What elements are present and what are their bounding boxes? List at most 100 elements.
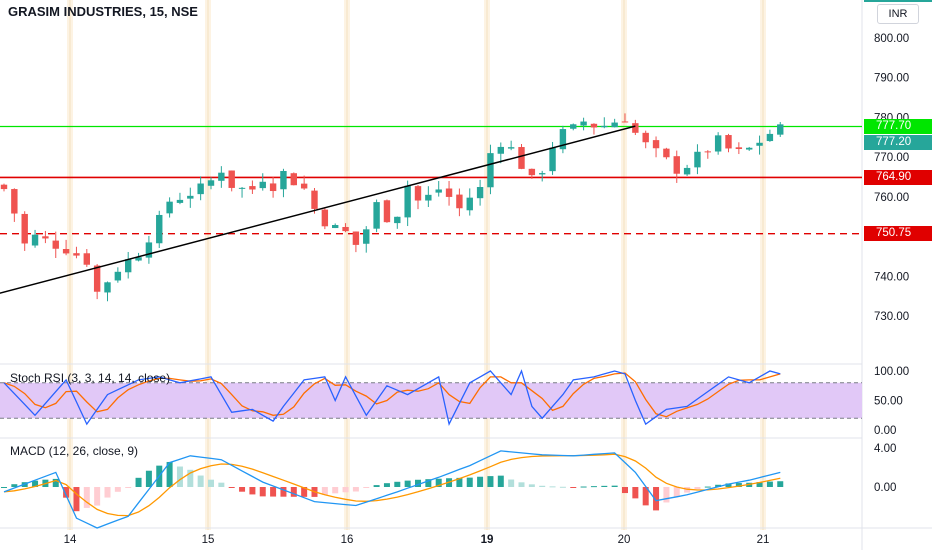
candle-body[interactable] — [507, 147, 515, 149]
candle-body[interactable] — [652, 140, 660, 149]
candle-body[interactable] — [166, 201, 173, 214]
candle-body[interactable] — [21, 213, 28, 244]
candle-body[interactable] — [280, 171, 287, 190]
trend-line[interactable] — [0, 125, 636, 307]
candle-body[interactable] — [207, 180, 215, 186]
candle-body[interactable] — [383, 200, 391, 223]
candle-body[interactable] — [31, 234, 39, 246]
candle-body[interactable] — [445, 188, 453, 197]
candle-body[interactable] — [197, 183, 204, 195]
candle-body[interactable] — [725, 135, 732, 149]
candle-body[interactable] — [373, 202, 380, 229]
stoch-rsi-label[interactable]: Stoch RSI (3, 3, 14, 14, close) — [10, 371, 171, 385]
macd-histogram-bar — [373, 485, 380, 487]
macd-tick-label: 0.00 — [874, 482, 896, 494]
macd-histogram-bar — [528, 484, 535, 487]
candle-body[interactable] — [125, 259, 132, 273]
candle-body[interactable] — [135, 257, 142, 261]
candle-body[interactable] — [269, 183, 277, 192]
candle-body[interactable] — [746, 147, 753, 150]
macd-label[interactable]: MACD (12, 26, close, 9) — [10, 444, 139, 458]
candle-body[interactable] — [176, 199, 184, 203]
candle-body[interactable] — [404, 185, 411, 218]
macd-histogram-bar — [663, 487, 670, 503]
stoch-k-line[interactable] — [3, 369, 781, 427]
candle-body[interactable] — [590, 123, 598, 128]
macd-histogram-bar — [487, 476, 494, 487]
candle-body[interactable] — [73, 253, 80, 256]
macd-histogram-bar — [83, 487, 90, 508]
candle-body[interactable] — [187, 195, 194, 199]
stoch-tick-label: 100.00 — [874, 366, 909, 378]
candle-body[interactable] — [435, 189, 442, 193]
price-tick-label: 790.00 — [874, 73, 909, 85]
candle-body[interactable] — [663, 148, 670, 158]
candle-body[interactable] — [683, 167, 691, 175]
candle-body[interactable] — [311, 190, 318, 209]
candle-body[interactable] — [704, 151, 711, 153]
candle-body[interactable] — [104, 282, 111, 293]
macd-histogram-bar — [259, 487, 266, 497]
candle-body[interactable] — [580, 121, 587, 126]
candle-body[interactable] — [332, 225, 339, 229]
candle-body[interactable] — [145, 242, 153, 258]
candle-body[interactable] — [342, 226, 349, 232]
candle-body[interactable] — [218, 172, 225, 181]
price-tick-label: 730.00 — [874, 311, 909, 323]
candle-body[interactable] — [52, 240, 59, 249]
candle-body[interactable] — [93, 265, 101, 292]
candle-body[interactable] — [156, 214, 163, 244]
macd-histogram-bar — [228, 487, 235, 488]
candle-body[interactable] — [238, 187, 246, 189]
candle-body[interactable] — [621, 121, 629, 123]
candle-body[interactable] — [456, 194, 463, 209]
candle-body[interactable] — [497, 146, 504, 154]
candle-body[interactable] — [476, 187, 484, 199]
candle-body[interactable] — [777, 124, 784, 135]
macd-histogram-bar — [32, 480, 39, 487]
candle-body[interactable] — [570, 124, 577, 129]
candle-body[interactable] — [487, 153, 494, 188]
candle-body[interactable] — [642, 132, 649, 143]
candle-body[interactable] — [42, 236, 49, 239]
candle-body[interactable] — [414, 186, 422, 201]
candle-body[interactable] — [228, 170, 235, 188]
candle-body[interactable] — [11, 189, 18, 214]
candle-body[interactable] — [290, 173, 297, 186]
currency-button[interactable]: INR — [877, 4, 919, 24]
macd-histogram-bar — [735, 483, 742, 487]
candle-body[interactable] — [756, 142, 763, 146]
candle-body[interactable] — [259, 181, 266, 189]
candle-body[interactable] — [352, 231, 360, 245]
candle-body[interactable] — [300, 183, 308, 189]
candle-body[interactable] — [466, 197, 473, 211]
candle-body[interactable] — [62, 249, 70, 254]
candle-body[interactable] — [363, 229, 370, 244]
candle-body[interactable] — [528, 168, 536, 176]
candle-body[interactable] — [549, 147, 556, 172]
candle-body[interactable] — [559, 129, 567, 150]
candle-body[interactable] — [673, 156, 680, 174]
macd-signal-line[interactable] — [3, 453, 781, 517]
candle-body[interactable] — [114, 271, 122, 281]
candle-body[interactable] — [632, 123, 639, 133]
stoch-d-line[interactable] — [3, 372, 781, 418]
chart-title: GRASIM INDUSTRIES, 15, NSE — [8, 4, 198, 19]
candle-body[interactable] — [735, 147, 743, 150]
candle-body[interactable] — [83, 253, 90, 265]
candle-body[interactable] — [394, 216, 401, 224]
candle-body[interactable] — [694, 151, 701, 168]
candle-body[interactable] — [249, 186, 256, 190]
candle-body[interactable] — [518, 147, 525, 169]
candle-body[interactable] — [0, 184, 8, 190]
candle-body[interactable] — [714, 135, 722, 152]
candle-body[interactable] — [766, 133, 774, 142]
candle-body[interactable] — [321, 209, 329, 227]
macd-line[interactable] — [3, 450, 781, 529]
candle-body[interactable] — [601, 125, 608, 128]
macd-histogram-bar — [466, 477, 473, 487]
candle-body[interactable] — [611, 122, 618, 128]
candle-body[interactable] — [425, 194, 432, 201]
candle-body[interactable] — [539, 173, 546, 175]
